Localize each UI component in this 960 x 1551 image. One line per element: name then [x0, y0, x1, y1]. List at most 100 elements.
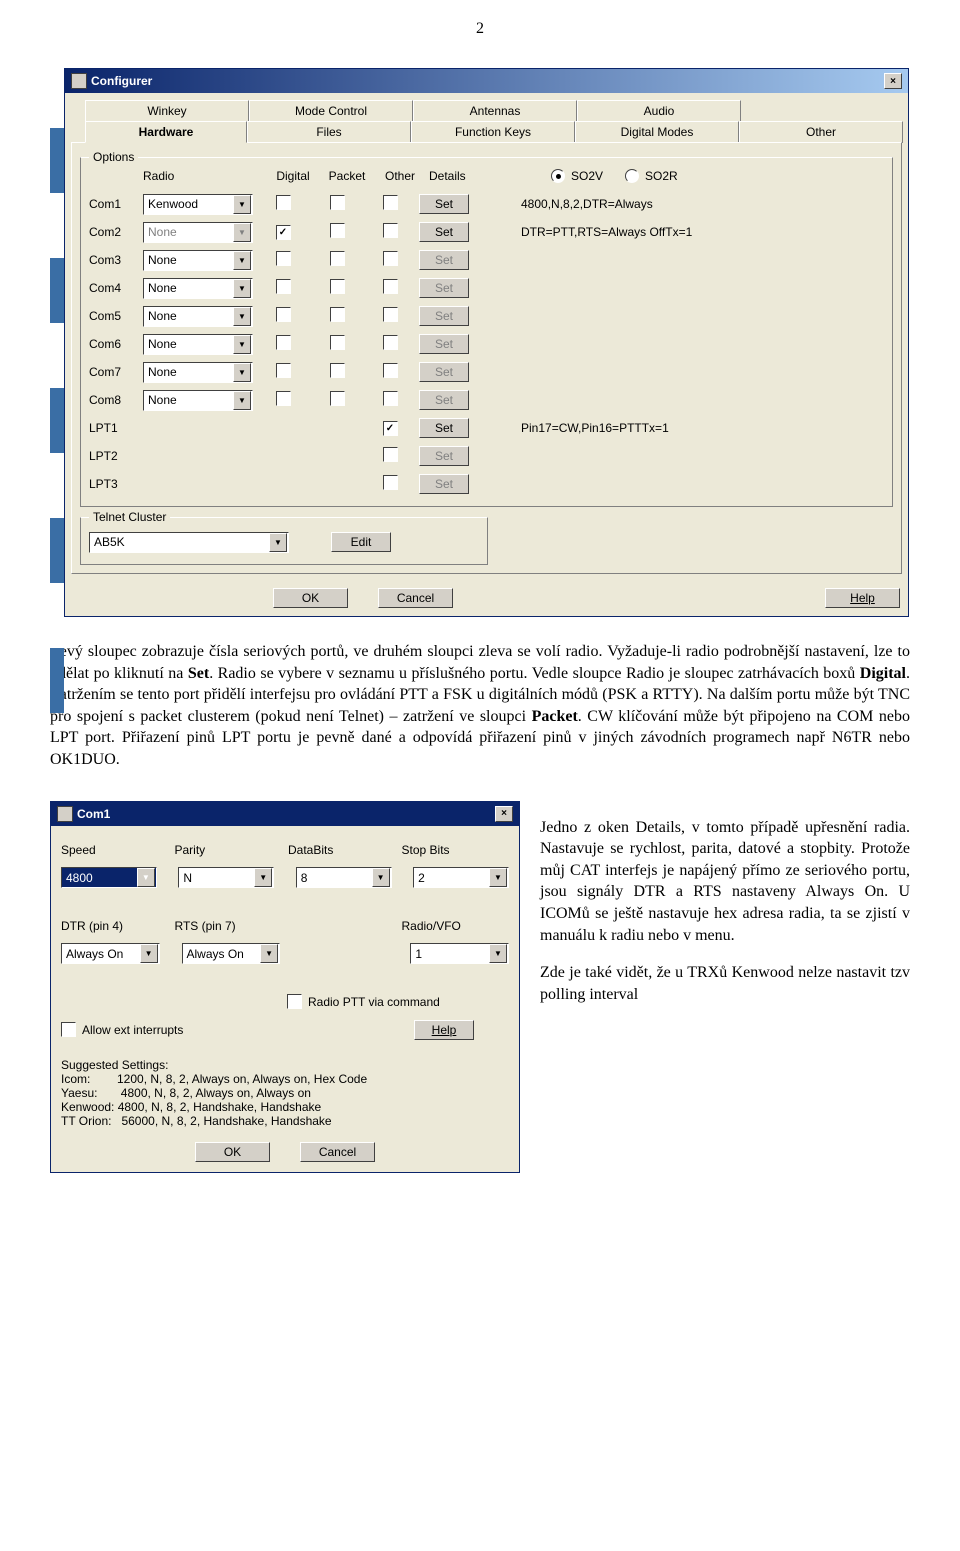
speed-combo[interactable]: 4800▼	[61, 867, 157, 888]
so2v-radio[interactable]	[551, 169, 565, 183]
so2r-radio[interactable]	[625, 169, 639, 183]
stopbits-combo[interactable]: 2▼	[413, 867, 509, 888]
tab-function-keys[interactable]: Function Keys	[411, 121, 575, 143]
cancel-button[interactable]: Cancel	[378, 588, 453, 608]
digital-check-5[interactable]	[276, 335, 291, 350]
allowint-check[interactable]	[61, 1022, 76, 1037]
lpt-label: LPT3	[89, 477, 137, 491]
close-icon[interactable]: ×	[884, 73, 902, 89]
com-label: Com6	[89, 337, 137, 351]
radiovfo-combo[interactable]: 1▼	[410, 943, 509, 964]
options-group: Options Radio Digital Packet Other Detai…	[80, 157, 893, 507]
lpt-set-button-0[interactable]: Set	[419, 418, 469, 438]
help-button[interactable]: Help	[825, 588, 900, 608]
set-button-2: Set	[419, 250, 469, 270]
lpt-other-check-0[interactable]: ✓	[383, 421, 398, 436]
lbl-allow: Allow ext interrupts	[82, 1023, 282, 1037]
packet-check-7[interactable]	[330, 391, 345, 406]
page-number: 2	[50, 0, 910, 68]
other-check-6[interactable]	[383, 363, 398, 378]
chevron-down-icon: ▼	[233, 363, 251, 382]
radio-combo-0[interactable]: Kenwood▼	[143, 194, 253, 215]
digital-check-1[interactable]: ✓	[276, 225, 291, 240]
other-check-3[interactable]	[383, 279, 398, 294]
close-icon[interactable]: ×	[495, 806, 513, 822]
chevron-down-icon: ▼	[233, 223, 251, 242]
radio-combo-4[interactable]: None▼	[143, 306, 253, 327]
suggested-l4: TT Orion: 56000, N, 8, 2, Handshake, Han…	[61, 1114, 509, 1128]
telnet-combo[interactable]: AB5K ▼	[89, 532, 289, 553]
other-check-4[interactable]	[383, 307, 398, 322]
tab-winkey[interactable]: Winkey	[85, 100, 249, 121]
digital-check-0[interactable]	[276, 195, 291, 210]
radio-combo-1[interactable]: None▼	[143, 222, 253, 243]
other-check-7[interactable]	[383, 391, 398, 406]
chevron-down-icon: ▼	[260, 944, 278, 963]
telnet-group: Telnet Cluster AB5K ▼ Edit	[80, 517, 488, 565]
other-check-2[interactable]	[383, 251, 398, 266]
com1-window: Com1 × Speed Parity DataBits Stop Bits 4…	[50, 801, 520, 1173]
packet-check-3[interactable]	[330, 279, 345, 294]
digital-check-6[interactable]	[276, 363, 291, 378]
paragraph-1: Levý sloupec zobrazuje čísla seriových p…	[50, 641, 910, 771]
radio-combo-3[interactable]: None▼	[143, 278, 253, 299]
rts-combo[interactable]: Always On▼	[182, 943, 281, 964]
radio-combo-6[interactable]: None▼	[143, 362, 253, 383]
digital-check-3[interactable]	[276, 279, 291, 294]
telnet-value: AB5K	[94, 535, 125, 549]
other-check-0[interactable]	[383, 195, 398, 210]
com-label: Com4	[89, 281, 137, 295]
packet-check-5[interactable]	[330, 335, 345, 350]
tab-hardware[interactable]: Hardware	[85, 121, 247, 143]
com1-titlebar: Com1 ×	[51, 802, 519, 826]
lpt-other-check-2[interactable]	[383, 475, 398, 490]
tab-other[interactable]: Other	[739, 121, 903, 143]
so2v-label: SO2V	[571, 169, 603, 183]
so2r-label: SO2R	[645, 169, 678, 183]
set-button-4: Set	[419, 306, 469, 326]
lpt-other-check-1[interactable]	[383, 447, 398, 462]
ok-button[interactable]: OK	[273, 588, 348, 608]
chevron-down-icon: ▼	[254, 868, 272, 887]
set-button-1[interactable]: Set	[419, 222, 469, 242]
databits-combo[interactable]: 8▼	[296, 867, 392, 888]
chevron-down-icon: ▼	[137, 868, 155, 887]
other-check-1[interactable]	[383, 223, 398, 238]
tab-audio[interactable]: Audio	[577, 100, 741, 121]
window-title: Configurer	[91, 74, 152, 88]
packet-check-6[interactable]	[330, 363, 345, 378]
radio-combo-5[interactable]: None▼	[143, 334, 253, 355]
radio-combo-2[interactable]: None▼	[143, 250, 253, 271]
packet-check-4[interactable]	[330, 307, 345, 322]
telnet-edit-button[interactable]: Edit	[331, 532, 391, 552]
lbl-pttcmd: Radio PTT via command	[308, 995, 440, 1009]
chevron-down-icon: ▼	[489, 944, 507, 963]
packet-check-2[interactable]	[330, 251, 345, 266]
packet-check-1[interactable]	[330, 223, 345, 238]
hdr-radio: Radio	[143, 169, 263, 183]
other-check-5[interactable]	[383, 335, 398, 350]
com1-cancel-button[interactable]: Cancel	[300, 1142, 375, 1162]
set-button-3: Set	[419, 278, 469, 298]
digital-check-4[interactable]	[276, 307, 291, 322]
com-label: Com3	[89, 253, 137, 267]
packet-check-0[interactable]	[330, 195, 345, 210]
com1-ok-button[interactable]: OK	[195, 1142, 270, 1162]
lbl-stopbits: Stop Bits	[402, 843, 510, 857]
chevron-down-icon: ▼	[233, 307, 251, 326]
digital-check-2[interactable]	[276, 251, 291, 266]
com1-help-button[interactable]: Help	[414, 1020, 474, 1040]
com-label: Com2	[89, 225, 137, 239]
set-button-0[interactable]: Set	[419, 194, 469, 214]
tab-files[interactable]: Files	[247, 121, 411, 143]
pttcmd-check[interactable]	[287, 994, 302, 1009]
dtr-combo[interactable]: Always On▼	[61, 943, 160, 964]
parity-combo[interactable]: N▼	[178, 867, 274, 888]
tab-mode-control[interactable]: Mode Control	[249, 100, 413, 121]
tab-digital-modes[interactable]: Digital Modes	[575, 121, 739, 143]
tab-antennas[interactable]: Antennas	[413, 100, 577, 121]
lpt-label: LPT2	[89, 449, 137, 463]
digital-check-7[interactable]	[276, 391, 291, 406]
radio-combo-7[interactable]: None▼	[143, 390, 253, 411]
lbl-parity: Parity	[175, 843, 283, 857]
